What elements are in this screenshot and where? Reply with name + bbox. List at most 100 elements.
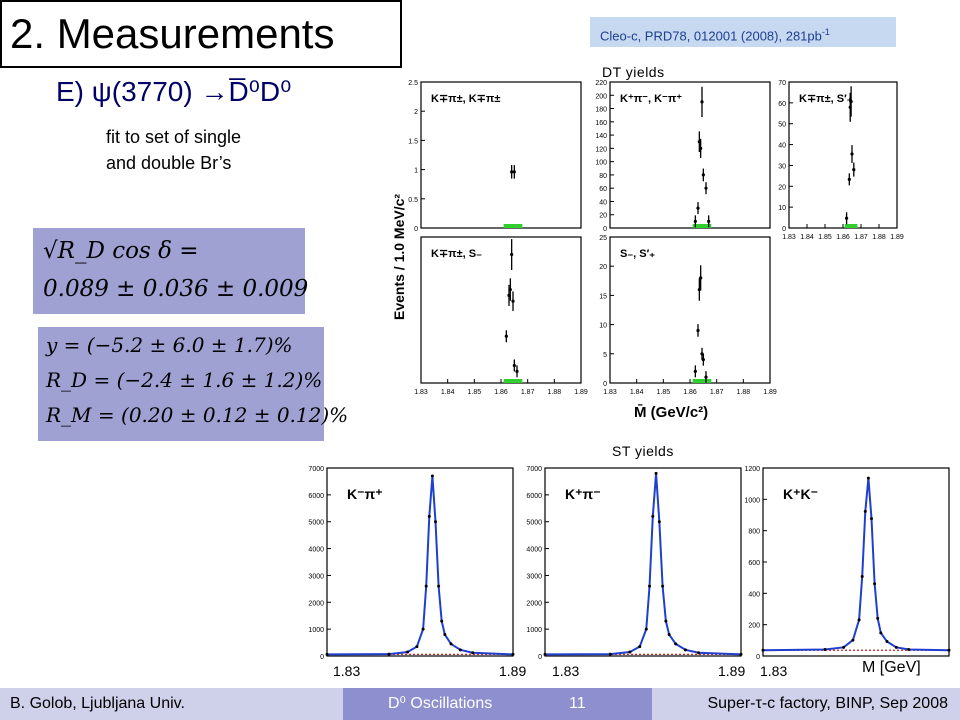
data-point: [406, 650, 410, 654]
data-point: [434, 520, 437, 524]
plot-frame: [609, 236, 771, 384]
y-tick-label: 2000: [308, 600, 324, 607]
y-tick-label: 7000: [526, 466, 542, 473]
y-tick-label: 20: [599, 264, 607, 271]
data-point: [701, 173, 705, 177]
panel-label: K⁺π⁻: [565, 486, 601, 502]
x-tick-label: 1.88: [872, 234, 886, 241]
st-x-tick-label: 1.83: [333, 663, 360, 679]
data-point: [850, 152, 854, 156]
y-tick-label: 3000: [308, 573, 324, 580]
x-tick-label: 1.84: [800, 234, 814, 241]
data-point: [693, 219, 697, 223]
data-point: [511, 652, 515, 656]
data-point: [512, 363, 516, 368]
y-tick-label: 40: [599, 199, 607, 206]
data-point: [628, 650, 632, 654]
st-x-tick-label: 1.89: [718, 663, 745, 679]
data-point: [421, 627, 425, 631]
st-yields-label: ST yields: [612, 443, 674, 459]
data-point: [667, 633, 671, 637]
formula-box-cos-delta: √R_D cos δ = 0.089 ± 0.036 ± 0.009: [33, 228, 308, 314]
x-tick-label: 1.87: [521, 389, 535, 396]
data-point: [693, 369, 697, 373]
formula-line: √R_D cos δ =: [43, 238, 199, 264]
y-tick-label: 0: [603, 381, 607, 388]
plot-frame: [788, 81, 898, 229]
data-point: [696, 206, 700, 210]
y-tick-label: 7000: [308, 466, 324, 473]
y-tick-label: 5: [603, 352, 607, 359]
data-point: [704, 186, 708, 190]
x-tick-label: 1.83: [782, 234, 796, 241]
data-point: [885, 640, 889, 644]
data-point: [876, 616, 880, 620]
x-tick-label: 1.88: [737, 389, 751, 396]
plot-frame: [420, 81, 582, 229]
panel-label: K⁺π⁻, K⁻π⁺: [620, 93, 682, 105]
y-tick-label: 30: [778, 163, 786, 170]
data-point: [427, 514, 431, 518]
data-point: [866, 476, 870, 480]
footer-author: B. Golob, Ljubljana Univ.: [0, 688, 343, 720]
x-tick-label: 1.85: [818, 234, 832, 241]
y-tick-label: 1200: [744, 466, 760, 473]
page-number: 11: [569, 695, 586, 712]
y-tick-label: 140: [595, 133, 607, 140]
y-tick-label: 1.5: [408, 138, 418, 145]
formula-line: R_M = (0.20 ± 0.12 ± 0.12)%: [46, 403, 349, 427]
dt-yields-label: DT yields: [602, 64, 665, 80]
y-tick-label: 70: [778, 80, 786, 87]
data-point: [661, 584, 665, 588]
y-tick-label: 160: [595, 120, 607, 127]
panel-label: K∓π±, S′₊: [799, 93, 853, 105]
y-tick-label: 0.5: [408, 197, 418, 204]
data-point: [440, 619, 444, 623]
x-tick-label: 1.83: [414, 389, 428, 396]
dt-y-axis-label: Events / 1.0 MeV/c²: [391, 194, 407, 320]
y-tick-label: 800: [748, 529, 760, 536]
y-tick-label: 0: [320, 654, 324, 661]
data-point: [847, 177, 851, 181]
slide-title: 2. Measurements: [10, 10, 335, 57]
data-point: [894, 645, 898, 649]
signal-fit-line: [544, 473, 742, 656]
x-tick-label: 1.89: [574, 389, 588, 396]
slide-title-box: 2. Measurements: [0, 0, 402, 68]
signal-fill: [503, 224, 523, 228]
y-tick-label: 600: [748, 560, 760, 567]
data-point: [699, 146, 703, 150]
y-tick-label: 0: [603, 226, 607, 233]
data-point: [458, 648, 462, 652]
fit-note: fit to set of single and double Br’s: [106, 127, 242, 173]
data-point: [674, 642, 678, 646]
y-tick-label: 3000: [526, 573, 542, 580]
data-point: [683, 648, 687, 652]
data-point: [471, 651, 475, 655]
data-point: [430, 474, 434, 478]
data-point: [842, 645, 846, 649]
y-tick-label: 0: [538, 654, 542, 661]
st-x-tick-label: 1.89: [499, 663, 526, 679]
footer-title-bar: D⁰ Oscillations 11: [343, 688, 652, 720]
y-tick-label: 0: [782, 226, 786, 233]
y-tick-label: 220: [595, 80, 607, 87]
reference-note: Cleo-c, PRD78, 012001 (2008), 281pb-1: [590, 17, 896, 47]
y-tick-label: 4000: [526, 547, 542, 554]
x-tick-label: 1.84: [441, 389, 455, 396]
st-mass-label: M [GeV]: [862, 659, 921, 676]
data-point: [907, 647, 911, 651]
data-point: [424, 584, 428, 588]
data-point: [701, 358, 705, 362]
data-point: [873, 582, 877, 586]
y-tick-label: 5000: [308, 520, 324, 527]
y-tick-label: 20: [599, 213, 607, 220]
x-tick-label: 1.88: [548, 389, 562, 396]
x-tick-label: 1.84: [630, 389, 644, 396]
y-tick-label: 200: [595, 93, 607, 100]
reference-text: Cleo-c, PRD78, 012001 (2008), 281pb: [600, 28, 822, 44]
panel-label: S₋, S′₊: [620, 248, 655, 260]
panel-label: K⁺K⁻: [783, 486, 818, 502]
y-tick-label: 200: [748, 623, 760, 630]
reference-sup: -1: [821, 27, 830, 37]
